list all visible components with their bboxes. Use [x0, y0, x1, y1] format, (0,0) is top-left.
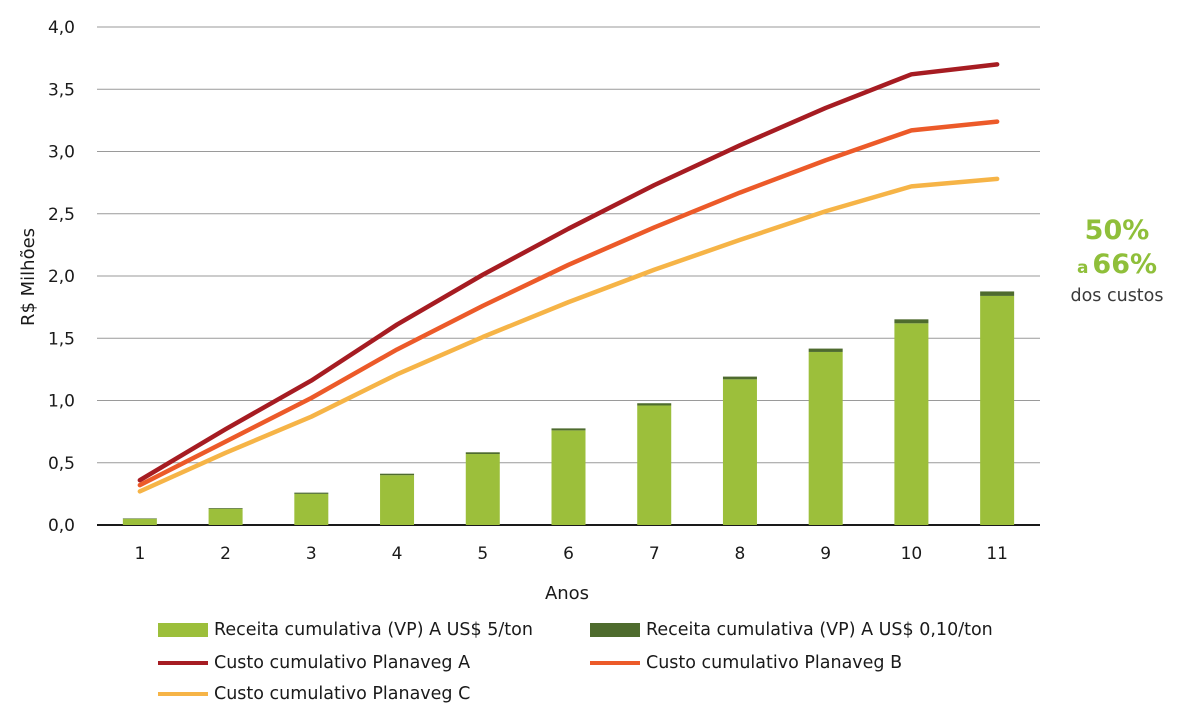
bar: [208, 508, 243, 509]
y-tick-label: 4,0: [48, 18, 75, 38]
legend-label: Receita cumulativa (VP) A US$ 5/ton: [214, 620, 533, 640]
x-tick-label: 7: [649, 544, 660, 564]
x-tick-label: 5: [477, 544, 488, 564]
annotation-connector: a: [1076, 258, 1089, 278]
legend-swatch: [158, 661, 208, 665]
chart: 0,00,51,01,52,02,53,03,54,0 1 2 3 4 5 6 7 8 9 10 1…: [18, 18, 1040, 604]
annotation: 50% a 66% dos custos: [1058, 214, 1176, 307]
bar: [380, 475, 415, 525]
x-axis-ticks: 1 2 3 4 5 6 7 8 9 10 11: [134, 544, 1008, 564]
y-tick-label: 3,5: [48, 80, 75, 100]
bar: [465, 454, 500, 525]
series-line: [137, 176, 1000, 494]
annotation-low-pct: 50%: [1084, 215, 1150, 246]
bar: [294, 492, 329, 494]
y-tick-label: 2,5: [48, 205, 75, 225]
x-tick-label: 4: [392, 544, 403, 564]
annotation-high-pct: 66%: [1092, 249, 1158, 280]
y-axis-title: R$ Milhões: [18, 228, 39, 326]
bar: [894, 323, 929, 525]
annotation-text: dos custos: [1070, 286, 1164, 306]
bars: [122, 291, 1015, 525]
bar: [722, 376, 757, 380]
bar: [551, 428, 586, 431]
x-tick-label: 11: [986, 544, 1008, 564]
y-tick-label: 3,0: [48, 143, 75, 163]
y-tick-label: 1,5: [48, 329, 75, 349]
bar: [808, 348, 843, 352]
legend-label: Receita cumulativa (VP) A US$ 0,10/ton: [646, 620, 993, 640]
bar: [465, 452, 500, 455]
series-line: [137, 119, 1000, 488]
x-tick-label: 2: [220, 544, 231, 564]
y-axis-ticks: 0,0 0,5 1,0 1,5 2,0 2,5 3,0 3,5 4,0: [48, 18, 75, 536]
x-tick-label: 1: [134, 544, 145, 564]
x-tick-label: 3: [306, 544, 317, 564]
x-axis-title: Anos: [545, 583, 589, 604]
annotation-high-line: a 66%: [1058, 248, 1176, 285]
x-tick-label: 8: [735, 544, 746, 564]
bar: [637, 405, 672, 525]
bar: [980, 295, 1015, 525]
bar: [122, 518, 157, 519]
bar: [208, 508, 243, 525]
legend-swatch: [158, 623, 208, 637]
legend-item-receita-5: Receita cumulativa (VP) A US$ 5/ton: [158, 620, 533, 640]
bar: [637, 403, 672, 406]
bar: [122, 518, 157, 525]
legend-swatch: [158, 692, 208, 696]
y-tick-label: 0,5: [48, 454, 75, 474]
legend-label: Custo cumulativo Planaveg C: [214, 684, 471, 704]
lines: [137, 62, 1000, 494]
legend-label: Custo cumulativo Planaveg B: [646, 653, 903, 673]
bar: [980, 291, 1015, 296]
bar: [551, 430, 586, 525]
y-tick-label: 2,0: [48, 267, 75, 287]
legend-item-planaveg-a: Custo cumulativo Planaveg A: [158, 653, 470, 673]
y-tick-label: 1,0: [48, 392, 75, 412]
legend: Receita cumulativa (VP) A US$ 5/ton Rece…: [158, 620, 1058, 720]
bar: [294, 493, 329, 525]
legend-item-receita-010: Receita cumulativa (VP) A US$ 0,10/ton: [590, 620, 993, 640]
legend-item-planaveg-b: Custo cumulativo Planaveg B: [590, 653, 902, 673]
legend-label: Custo cumulativo Planaveg A: [214, 653, 471, 673]
legend-swatch: [590, 661, 640, 665]
series-line: [137, 62, 1000, 483]
bar: [808, 351, 843, 525]
legend-item-planaveg-c: Custo cumulativo Planaveg C: [158, 684, 470, 704]
y-tick-label: 0,0: [48, 516, 75, 536]
x-tick-label: 10: [901, 544, 923, 564]
bar: [722, 379, 757, 525]
legend-swatch: [590, 623, 640, 637]
bar: [380, 473, 415, 476]
x-tick-label: 9: [820, 544, 831, 564]
x-tick-label: 6: [563, 544, 574, 564]
bar: [894, 319, 929, 324]
